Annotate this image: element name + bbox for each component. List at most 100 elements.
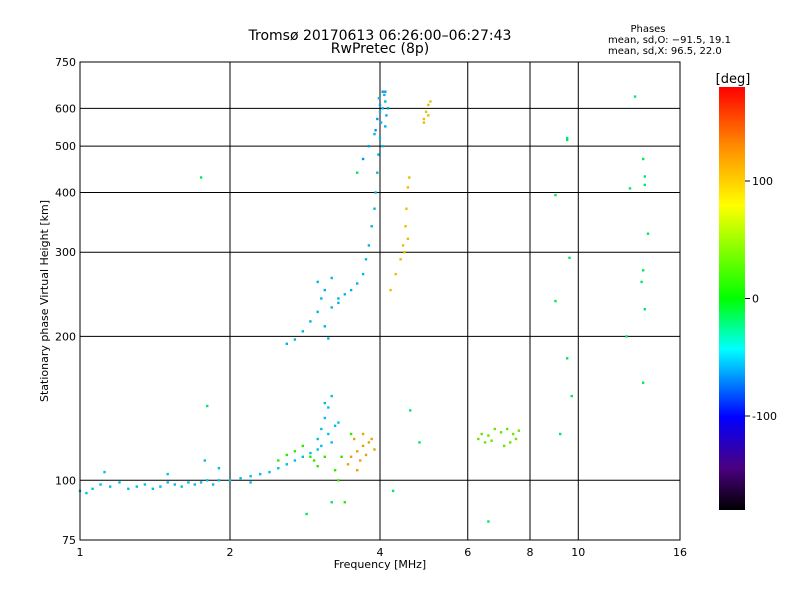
echo-point [381, 107, 384, 110]
echo-point [330, 441, 333, 444]
echo-point [361, 444, 365, 448]
stats-x-mode: mean, sd,X: 96.5, 22.0 [608, 46, 722, 57]
echo-point [487, 520, 490, 523]
echo-point [361, 157, 365, 161]
echo-point [559, 432, 562, 436]
y-axis-label: Stationary phase Virtual Height [km] [38, 200, 51, 402]
echo-point [293, 459, 297, 462]
echo-point [394, 272, 397, 276]
echo-point [566, 138, 569, 142]
echo-point [337, 421, 340, 424]
echo-point [309, 455, 312, 458]
x-tick-label: 1 [77, 546, 84, 559]
echo-point [323, 401, 326, 405]
echo-point [493, 427, 496, 431]
echo-point [259, 472, 262, 476]
echo-point [206, 479, 209, 482]
echo-point [383, 93, 386, 97]
echo-point [399, 258, 402, 261]
echo-point [554, 193, 557, 197]
echo-point [633, 95, 637, 98]
echo-point [143, 483, 147, 486]
echo-point [316, 280, 319, 284]
echo-point [376, 117, 379, 121]
echo-point [642, 381, 645, 384]
echo-point [406, 237, 410, 240]
echo-point [330, 276, 333, 280]
colorbar-ticks: 100 0 -100 [745, 175, 777, 423]
echo-point [373, 132, 376, 136]
grid-lines [79, 61, 681, 541]
echo-point [173, 483, 176, 486]
echo-point [135, 485, 138, 488]
echo-point [166, 481, 169, 484]
echo-point [377, 97, 381, 100]
echo-point [374, 191, 377, 194]
echo-point [514, 437, 518, 441]
echo-point [316, 448, 319, 451]
echo-point [378, 136, 382, 140]
echo-point [109, 485, 112, 488]
echo-point [228, 479, 232, 482]
echo-point [327, 337, 330, 340]
echo-point [511, 432, 515, 436]
echo-points [78, 90, 650, 523]
colorbar-label: [deg] [716, 72, 751, 87]
echo-point [378, 110, 382, 113]
echo-point [166, 472, 169, 476]
echo-point [356, 469, 359, 472]
x-tick-label: 6 [464, 546, 471, 559]
echo-point [349, 455, 353, 458]
echo-point [424, 110, 428, 113]
echo-point [367, 441, 371, 444]
echo-point [566, 136, 569, 140]
echo-point [403, 251, 406, 254]
echo-point [373, 448, 376, 451]
echo-point [323, 288, 326, 292]
echo-point [151, 487, 154, 490]
echo-point [480, 432, 483, 436]
echo-point [277, 467, 280, 470]
echo-point [391, 489, 395, 493]
x-tick-label: 8 [527, 546, 534, 559]
echo-point [568, 256, 571, 259]
echo-point [333, 469, 337, 472]
y-tick-label: 400 [55, 186, 76, 199]
echo-point [429, 100, 432, 103]
echo-point [487, 434, 490, 437]
echo-point [353, 437, 356, 441]
y-tick-label: 75 [62, 534, 76, 547]
echo-point [330, 394, 333, 398]
echo-point [305, 512, 308, 516]
echo-point [422, 117, 426, 121]
x-axis-ticks: 1 2 4 6 8 10 16 [77, 546, 688, 559]
echo-point [199, 481, 203, 484]
echo-point [127, 487, 130, 490]
echo-point [268, 470, 271, 474]
echo-point [364, 453, 368, 457]
echo-point [356, 171, 359, 174]
echo-point [349, 288, 353, 292]
echo-point [309, 451, 312, 455]
echo-point [370, 225, 373, 228]
echo-point [293, 338, 297, 341]
echo-point [337, 301, 340, 305]
echo-point [359, 459, 362, 462]
echo-point [384, 90, 387, 93]
echo-point [103, 470, 106, 474]
echo-point [85, 491, 88, 495]
echo-point [389, 288, 392, 292]
echo-point [312, 459, 316, 462]
echo-point [643, 175, 646, 178]
colorbar-tick-label: 0 [752, 293, 759, 306]
echo-point [408, 176, 411, 179]
echo-point [377, 153, 380, 156]
echo-point [337, 297, 340, 300]
echo-point [199, 176, 203, 179]
echo-point [118, 481, 121, 484]
echo-point [293, 450, 297, 453]
echo-point [217, 479, 221, 482]
echo-point [316, 465, 319, 468]
echo-point [405, 207, 408, 210]
echo-point [381, 145, 384, 148]
